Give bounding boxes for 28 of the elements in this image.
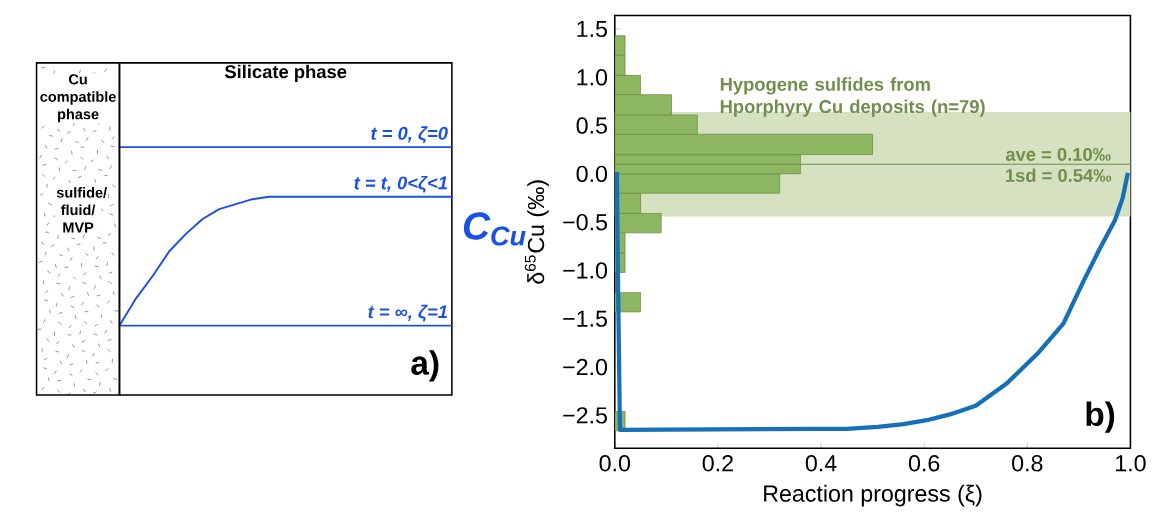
ref-line-label: ave = 0.10‰	[1005, 148, 1111, 162]
series-label: t = 0, ζ=0	[371, 126, 448, 144]
text: Cu compatible phase	[40, 74, 116, 123]
y-tick-label: 0.0	[576, 165, 608, 183]
x-tick-label: 0.6	[908, 455, 940, 472]
y-tick-label: −1.5	[563, 310, 607, 327]
y-tick-label: 1.0	[577, 69, 608, 86]
y-tick-label: 1.5	[577, 20, 607, 38]
y-tick-label: 0.5	[576, 117, 607, 134]
x-tick-label: 0.4	[805, 455, 837, 472]
x-tick-label: 1.0	[1116, 455, 1146, 472]
annotation: a)	[411, 350, 439, 382]
x-tick-label: 0.2	[702, 455, 733, 472]
chart-title: Silicate phase	[224, 64, 347, 82]
x-tick-label: 0.8	[1012, 455, 1043, 472]
y-tick-label: −1.0	[563, 262, 608, 279]
x-axis-title: Reaction progress (ξ)	[764, 484, 982, 507]
series-label: t = ∞, ζ=1	[368, 304, 447, 322]
annotation: Hypogene sulfides from Hporphyry Cu deposits (n=79)	[720, 77, 985, 117]
y-tick-label: −2.0	[563, 358, 608, 376]
series-label: t = t, 0<ζ<1	[354, 175, 447, 193]
text: sulfide/ fluid/ MVP	[56, 187, 107, 233]
y-tick-label: −2.5	[563, 407, 607, 424]
annotation: b)	[1086, 401, 1115, 433]
y-axis-title: C$_{Cu}$	[463, 212, 526, 246]
band-label: 1sd = 0.54‰	[1006, 168, 1112, 183]
y-tick-label: −0.5	[563, 214, 607, 231]
x-tick-label: 0.0	[599, 455, 631, 472]
